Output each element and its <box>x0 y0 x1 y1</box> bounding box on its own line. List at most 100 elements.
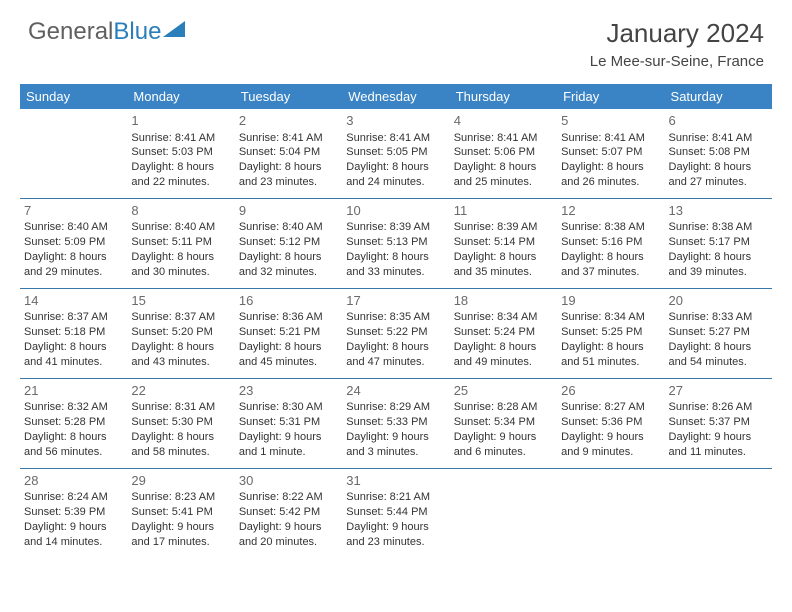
day-number: 13 <box>669 202 768 221</box>
sunset-text: Sunset: 5:42 PM <box>239 505 338 520</box>
daylight-text: Daylight: 8 hours and 41 minutes. <box>24 340 123 370</box>
page-header: GeneralBlue January 2024 Le Mee-sur-Sein… <box>0 0 792 78</box>
sunrise-text: Sunrise: 8:32 AM <box>24 400 123 415</box>
day-number: 22 <box>131 382 230 401</box>
calendar-cell <box>665 468 772 557</box>
calendar-cell: 12Sunrise: 8:38 AMSunset: 5:16 PMDayligh… <box>557 198 664 288</box>
brand-logo: GeneralBlue <box>28 18 185 46</box>
sunrise-text: Sunrise: 8:41 AM <box>454 131 553 146</box>
calendar-cell: 24Sunrise: 8:29 AMSunset: 5:33 PMDayligh… <box>342 378 449 468</box>
calendar-cell <box>557 468 664 557</box>
calendar-cell: 13Sunrise: 8:38 AMSunset: 5:17 PMDayligh… <box>665 198 772 288</box>
day-number: 5 <box>561 112 660 131</box>
sunset-text: Sunset: 5:28 PM <box>24 415 123 430</box>
day-number: 8 <box>131 202 230 221</box>
sunset-text: Sunset: 5:44 PM <box>346 505 445 520</box>
sunrise-text: Sunrise: 8:41 AM <box>346 131 445 146</box>
sunset-text: Sunset: 5:13 PM <box>346 235 445 250</box>
day-number: 2 <box>239 112 338 131</box>
calendar-cell: 11Sunrise: 8:39 AMSunset: 5:14 PMDayligh… <box>450 198 557 288</box>
day-header: Friday <box>557 84 664 109</box>
day-number: 26 <box>561 382 660 401</box>
sunset-text: Sunset: 5:24 PM <box>454 325 553 340</box>
day-number: 11 <box>454 202 553 221</box>
calendar-cell: 14Sunrise: 8:37 AMSunset: 5:18 PMDayligh… <box>20 288 127 378</box>
day-number: 20 <box>669 292 768 311</box>
day-number: 7 <box>24 202 123 221</box>
daylight-text: Daylight: 9 hours and 3 minutes. <box>346 430 445 460</box>
calendar-cell: 22Sunrise: 8:31 AMSunset: 5:30 PMDayligh… <box>127 378 234 468</box>
sunrise-text: Sunrise: 8:22 AM <box>239 490 338 505</box>
sunrise-text: Sunrise: 8:29 AM <box>346 400 445 415</box>
sunrise-text: Sunrise: 8:34 AM <box>561 310 660 325</box>
sunset-text: Sunset: 5:37 PM <box>669 415 768 430</box>
calendar-cell: 28Sunrise: 8:24 AMSunset: 5:39 PMDayligh… <box>20 468 127 557</box>
calendar-cell: 16Sunrise: 8:36 AMSunset: 5:21 PMDayligh… <box>235 288 342 378</box>
daylight-text: Daylight: 8 hours and 49 minutes. <box>454 340 553 370</box>
daylight-text: Daylight: 8 hours and 47 minutes. <box>346 340 445 370</box>
location-text: Le Mee-sur-Seine, France <box>590 53 764 70</box>
sunset-text: Sunset: 5:33 PM <box>346 415 445 430</box>
day-header: Sunday <box>20 84 127 109</box>
calendar-cell: 2Sunrise: 8:41 AMSunset: 5:04 PMDaylight… <box>235 109 342 198</box>
daylight-text: Daylight: 8 hours and 45 minutes. <box>239 340 338 370</box>
calendar-cell <box>20 109 127 198</box>
calendar-week-row: 28Sunrise: 8:24 AMSunset: 5:39 PMDayligh… <box>20 468 772 557</box>
calendar-cell: 29Sunrise: 8:23 AMSunset: 5:41 PMDayligh… <box>127 468 234 557</box>
calendar-cell: 4Sunrise: 8:41 AMSunset: 5:06 PMDaylight… <box>450 109 557 198</box>
daylight-text: Daylight: 8 hours and 30 minutes. <box>131 250 230 280</box>
sunset-text: Sunset: 5:41 PM <box>131 505 230 520</box>
daylight-text: Daylight: 9 hours and 1 minute. <box>239 430 338 460</box>
calendar-cell: 31Sunrise: 8:21 AMSunset: 5:44 PMDayligh… <box>342 468 449 557</box>
sunrise-text: Sunrise: 8:33 AM <box>669 310 768 325</box>
day-number: 3 <box>346 112 445 131</box>
month-title: January 2024 <box>590 18 764 49</box>
calendar-week-row: 1Sunrise: 8:41 AMSunset: 5:03 PMDaylight… <box>20 109 772 198</box>
calendar-cell: 9Sunrise: 8:40 AMSunset: 5:12 PMDaylight… <box>235 198 342 288</box>
day-header: Thursday <box>450 84 557 109</box>
sunrise-text: Sunrise: 8:41 AM <box>131 131 230 146</box>
brand-text-2: Blue <box>113 18 161 46</box>
sunrise-text: Sunrise: 8:35 AM <box>346 310 445 325</box>
sunset-text: Sunset: 5:34 PM <box>454 415 553 430</box>
daylight-text: Daylight: 9 hours and 6 minutes. <box>454 430 553 460</box>
daylight-text: Daylight: 9 hours and 9 minutes. <box>561 430 660 460</box>
sunset-text: Sunset: 5:22 PM <box>346 325 445 340</box>
sunset-text: Sunset: 5:36 PM <box>561 415 660 430</box>
day-header: Tuesday <box>235 84 342 109</box>
day-number: 30 <box>239 472 338 491</box>
calendar-cell: 23Sunrise: 8:30 AMSunset: 5:31 PMDayligh… <box>235 378 342 468</box>
day-number: 29 <box>131 472 230 491</box>
day-number: 17 <box>346 292 445 311</box>
day-number: 4 <box>454 112 553 131</box>
day-number: 25 <box>454 382 553 401</box>
day-number: 23 <box>239 382 338 401</box>
daylight-text: Daylight: 9 hours and 11 minutes. <box>669 430 768 460</box>
sunset-text: Sunset: 5:14 PM <box>454 235 553 250</box>
calendar-week-row: 21Sunrise: 8:32 AMSunset: 5:28 PM Dayligh… <box>20 378 772 468</box>
sunset-text: Sunset: 5:09 PM <box>24 235 123 250</box>
sunrise-text: Sunrise: 8:40 AM <box>131 220 230 235</box>
day-number: 27 <box>669 382 768 401</box>
daylight-text: Daylight: 9 hours and 23 minutes. <box>346 520 445 550</box>
daylight-text: Daylight: 9 hours and 17 minutes. <box>131 520 230 550</box>
day-number: 21 <box>24 382 123 401</box>
day-header: Monday <box>127 84 234 109</box>
sunset-text: Sunset: 5:11 PM <box>131 235 230 250</box>
day-header-row: Sunday Monday Tuesday Wednesday Thursday… <box>20 84 772 109</box>
sunrise-text: Sunrise: 8:37 AM <box>24 310 123 325</box>
sunrise-text: Sunrise: 8:41 AM <box>669 131 768 146</box>
day-number: 10 <box>346 202 445 221</box>
sunrise-text: Sunrise: 8:40 AM <box>239 220 338 235</box>
calendar-cell: 17Sunrise: 8:35 AMSunset: 5:22 PMDayligh… <box>342 288 449 378</box>
sunset-text: Sunset: 5:30 PM <box>131 415 230 430</box>
calendar-cell <box>450 468 557 557</box>
sunset-text: Sunset: 5:21 PM <box>239 325 338 340</box>
sunrise-text: Sunrise: 8:27 AM <box>561 400 660 415</box>
day-number: 9 <box>239 202 338 221</box>
sunrise-text: Sunrise: 8:23 AM <box>131 490 230 505</box>
calendar-cell: 6Sunrise: 8:41 AMSunset: 5:08 PMDaylight… <box>665 109 772 198</box>
day-number: 28 <box>24 472 123 491</box>
brand-text-1: General <box>28 18 113 46</box>
daylight-text: Daylight: 8 hours and 29 minutes. <box>24 250 123 280</box>
